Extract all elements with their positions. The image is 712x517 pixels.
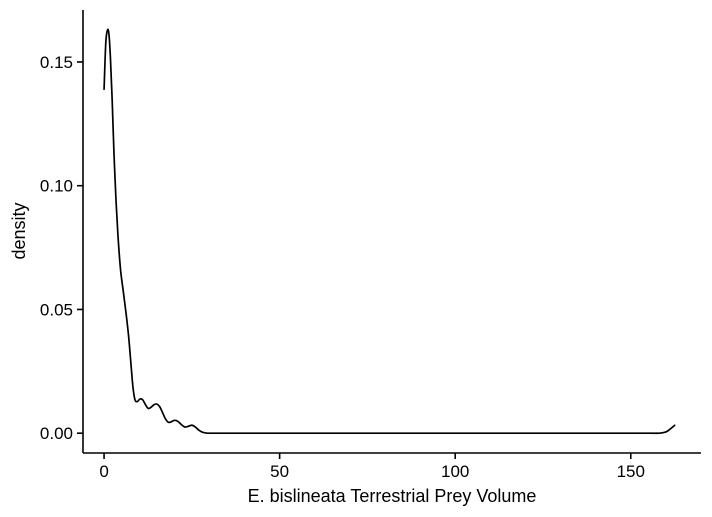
- y-axis-ticks: 0.00 0.05 0.10 0.15: [40, 53, 83, 443]
- x-axis-ticks: 0 50 100 150: [99, 453, 645, 481]
- y-tick-label: 0.10: [40, 177, 73, 196]
- x-tick-label: 150: [617, 462, 645, 481]
- x-axis-title: E. bislineata Terrestrial Prey Volume: [248, 486, 537, 506]
- y-tick-label: 0.05: [40, 300, 73, 319]
- x-tick-label: 50: [270, 462, 289, 481]
- x-tick-label: 100: [441, 462, 469, 481]
- axes: [82, 10, 701, 454]
- y-axis-title: density: [9, 202, 29, 259]
- x-tick-label: 0: [99, 462, 108, 481]
- y-tick-label: 0.15: [40, 53, 73, 72]
- density-curve: [103, 28, 676, 435]
- y-tick-label: 0.00: [40, 424, 73, 443]
